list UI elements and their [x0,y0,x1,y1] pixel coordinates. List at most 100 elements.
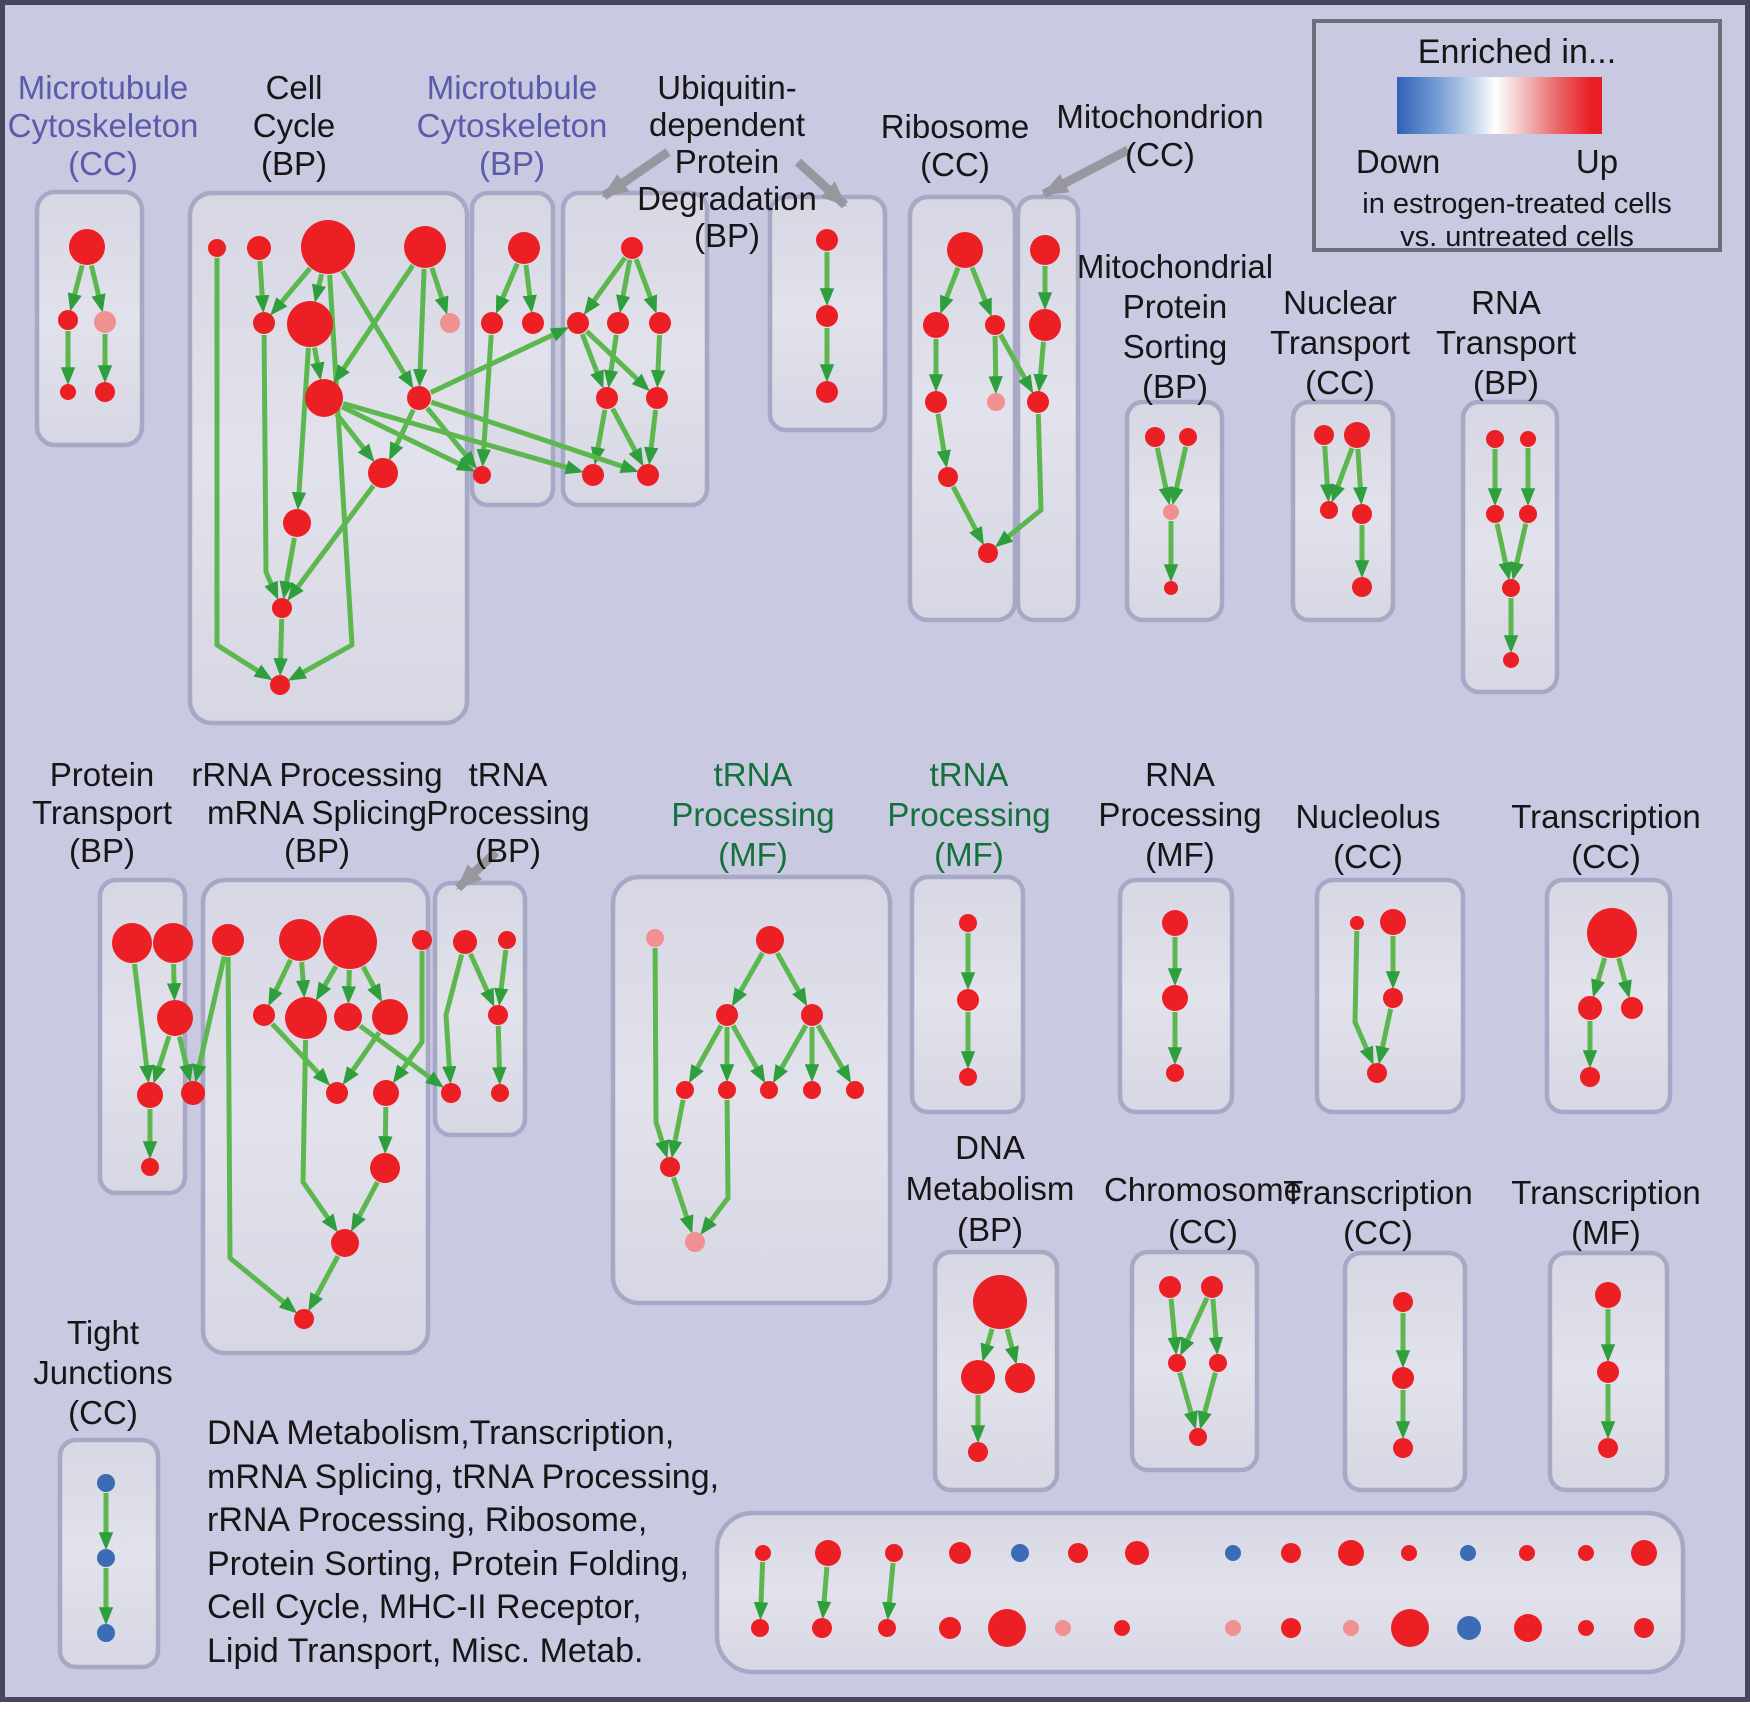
cluster-label: (MF) [1145,836,1215,873]
go-term-node [1350,916,1364,930]
go-term-node [283,509,311,537]
enrichment-edge [1320,445,1335,503]
go-term-node [751,1619,769,1637]
go-term-node [1578,996,1602,1020]
enrichment-edge [816,1566,832,1620]
go-term-node [947,232,983,268]
enrichment-edge [1197,1372,1218,1430]
cluster-box-ubiquitin-degradation-bp-1 [560,190,710,508]
cluster-box-rna-transport-bp [1460,399,1560,695]
go-term-node [1162,910,1188,936]
enrichment-edge [1375,1008,1394,1065]
go-term-node [1179,428,1197,446]
go-term-node [607,312,629,334]
enrichment-edge [671,1176,694,1234]
go-term-node [270,675,290,695]
go-term-node [279,919,321,961]
enrichment-edge [730,1024,766,1084]
cluster-label: (CC) [1333,838,1403,875]
label-pointer-arrow [454,848,500,892]
cluster-label: tRNA [469,756,548,793]
go-term-node [1580,1067,1600,1087]
cluster-label: Processing [887,796,1050,833]
enrichment-edge [341,969,357,1005]
cluster-label: Junctions [33,1354,172,1391]
go-term-node [660,1157,680,1177]
cluster-label: Cytoskeleton [8,107,199,144]
go-term-node [649,312,671,334]
go-term-node [846,1081,864,1099]
annotation-line: rRNA Processing, Ribosome, [207,1501,648,1540]
go-term-node [331,1229,359,1257]
enrichment-edge [1494,523,1513,581]
cluster-label: Ubiquitin- [657,69,796,106]
go-term-node [1162,985,1188,1011]
go-term-node [1352,504,1372,524]
enrichment-edge [633,258,658,314]
go-term-node [1068,1543,1088,1563]
go-term-node [60,384,76,400]
go-term-node [69,229,105,265]
go-term-node [112,923,152,963]
go-term-node [1519,1545,1535,1561]
go-term-node [1209,1354,1227,1372]
enrichment-edge [270,266,312,316]
go-term-node [1502,579,1520,597]
cross-cluster-edge [342,401,584,475]
enrichment-edge [1004,1328,1019,1365]
go-term-node [407,386,431,410]
go-term-node [323,915,377,969]
go-term-node [646,929,664,947]
cluster-label: (MF) [1571,1214,1641,1251]
go-term-node [1029,309,1061,341]
go-term-node [97,1624,115,1642]
go-term-node [153,923,193,963]
label-pointer-arrow [794,158,849,209]
go-term-node [1597,1361,1619,1383]
go-term-node [94,311,116,333]
cluster-label: Ribosome [881,108,1030,145]
go-term-node [1005,1363,1035,1393]
enrichment-edge [1353,448,1368,506]
enrichment-edge [940,266,961,315]
go-term-node [97,1549,115,1567]
enrichment-edge [254,260,270,314]
legend-down-label: Down [1355,143,1441,180]
enrichment-edge [731,951,765,1007]
cluster-box-transcription-cc-mid [1544,877,1673,1115]
enrichment-edge [312,273,327,303]
go-term-node [646,387,668,409]
go-term-node [1344,422,1370,448]
go-term-node [885,1544,903,1562]
go-term-node [1281,1543,1301,1563]
go-term-node [925,391,947,413]
enrichment-edge [295,961,311,999]
enrichment-edge [616,259,633,314]
enrichment-edge [603,334,619,389]
go-term-node [1380,909,1406,935]
go-term-node [676,1081,694,1099]
cluster-label: (CC) [920,146,990,183]
go-term-node [637,464,659,486]
go-term-node [212,924,244,956]
go-term-node [756,926,784,954]
go-term-node [1391,1609,1429,1647]
legend: Enriched in... Down Up in estrogen-treat… [1312,19,1722,253]
cluster-label: (CC) [1125,136,1195,173]
go-term-node [1383,988,1403,1008]
go-term-node [1621,997,1643,1019]
go-term-node [1114,1620,1130,1636]
enrichment-edge [644,409,659,466]
cluster-label: Protein [675,143,780,180]
go-term-node [404,226,446,268]
cluster-label: Transport [32,794,172,831]
go-term-node [718,1081,736,1099]
enrichment-edge [969,266,992,317]
go-term-node [137,1082,163,1108]
enrichment-edge [214,258,273,681]
go-term-node [1281,1618,1301,1638]
cluster-label: Cycle [253,107,336,144]
legend-subtitle-line1: in estrogen-treated cells [1362,188,1672,220]
